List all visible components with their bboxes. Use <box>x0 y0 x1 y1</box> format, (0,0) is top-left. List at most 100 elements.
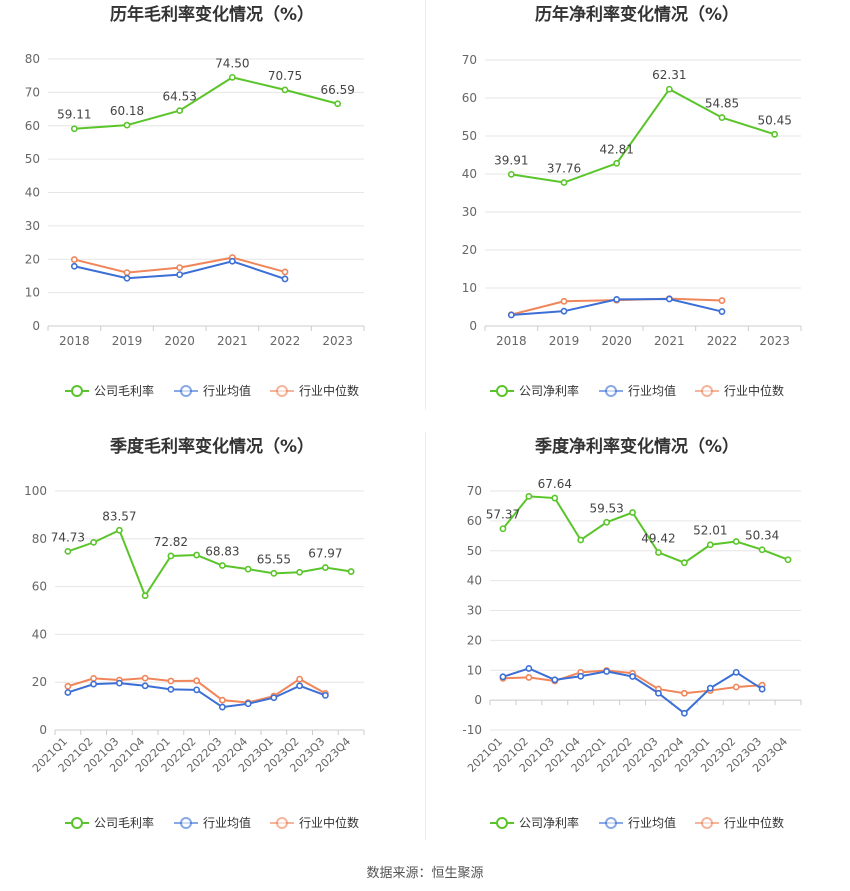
data-label: 50.45 <box>757 113 791 127</box>
data-source-footer: 数据来源：恒生聚源 <box>366 866 484 881</box>
x-tick-label: 2019 <box>549 334 580 348</box>
data-point <box>167 685 175 693</box>
y-tick-label: 60 <box>32 580 47 594</box>
legend-marker-icon <box>701 817 713 829</box>
legend-label: 行业中位数 <box>724 815 784 830</box>
data-point <box>347 568 355 575</box>
data-label: 72.82 <box>154 535 188 549</box>
legend-label: 行业中位数 <box>299 383 359 398</box>
data-point <box>680 559 688 567</box>
legend-marker-icon <box>180 817 192 829</box>
data-point <box>655 689 662 697</box>
data-point <box>499 673 507 681</box>
data-point <box>70 125 78 133</box>
data-point <box>90 674 98 682</box>
data-point <box>218 696 226 704</box>
chart-title: 季度净利率变化情况（%） <box>535 436 739 457</box>
data-point <box>771 130 779 138</box>
chart-quarterly-gross: 季度毛利率变化情况（%）0204060801002021Q12021Q22021… <box>24 436 365 830</box>
data-point <box>296 682 304 690</box>
data-point <box>141 682 149 690</box>
data-point <box>577 536 585 544</box>
y-tick-label: 0 <box>39 723 47 737</box>
y-tick-label: 0 <box>32 319 40 333</box>
data-label: 60.18 <box>110 104 144 118</box>
data-point <box>603 518 611 526</box>
data-point <box>665 85 673 93</box>
legend-marker-icon <box>605 385 617 397</box>
legend-label: 行业均值 <box>628 383 676 398</box>
data-point <box>706 541 714 549</box>
chart-panel-quarterly-net: 季度净利率变化情况（%） -10 0 10 20 30 40 50 60 70 2021Q1 2021… <box>425 432 850 864</box>
data-point <box>758 546 766 554</box>
chart-annual-gross: 历年毛利率变化情况（%） 0 10 20 30 40 50 60 70 80 2018 2019 202… <box>25 4 365 398</box>
data-point <box>603 668 611 675</box>
x-tick-label: 2023 <box>759 334 790 348</box>
y-tick-label: 60 <box>462 91 477 105</box>
data-point <box>115 679 123 687</box>
legend-label: 公司毛利率 <box>94 815 154 830</box>
y-tick-label: -10 <box>462 723 482 737</box>
data-point <box>123 274 131 282</box>
data-point <box>560 297 568 305</box>
data-point <box>270 569 278 577</box>
y-tick-label: 50 <box>467 544 482 558</box>
y-tick-label: 20 <box>25 252 40 266</box>
data-label: 49.42 <box>641 531 675 545</box>
legend-item: 行业中位数 <box>695 383 784 398</box>
legend-marker-icon <box>276 817 288 829</box>
data-label: 66.59 <box>320 83 354 97</box>
y-tick-label: 30 <box>467 604 482 618</box>
data-point <box>718 308 726 315</box>
data-point <box>718 297 726 304</box>
data-point <box>296 675 304 683</box>
y-tick-label: 10 <box>25 286 40 300</box>
data-point <box>560 307 568 315</box>
chart-panel-quarterly-gross: 季度毛利率变化情况（%） 0 20 40 60 80 100 2021Q1 2021Q2 2021… <box>0 432 425 864</box>
chart-annual-net: 历年净利率变化情况（%） 0 10 20 30 40 50 60 70 2018 2019 2020 2… <box>462 4 802 398</box>
x-tick-label: 2022 <box>270 334 301 348</box>
data-point <box>218 703 226 711</box>
data-point <box>64 689 72 696</box>
data-label: 67.97 <box>308 547 342 561</box>
legend-item: 公司毛利率 <box>65 383 154 398</box>
y-tick-label: 50 <box>25 152 40 166</box>
data-point <box>228 257 236 265</box>
y-tick-label: 20 <box>32 675 47 689</box>
data-point <box>193 551 201 559</box>
data-label: 65.55 <box>257 552 291 566</box>
data-point <box>680 709 688 717</box>
data-point <box>115 526 123 534</box>
data-point <box>167 677 175 685</box>
x-tick-label: 2018 <box>59 334 90 348</box>
chart-panel-annual-net: 历年净利率变化情况（%） 0 10 20 30 40 50 60 70 2018 2019 2020 2… <box>425 0 850 432</box>
data-point <box>141 592 149 600</box>
data-label: 74.73 <box>51 530 85 544</box>
data-point <box>784 556 792 564</box>
chart-quarterly-net: 季度净利率变化情况（%）-100102030405060702021Q12021… <box>462 436 802 830</box>
y-tick-label: 20 <box>462 243 477 257</box>
data-point <box>167 552 175 560</box>
y-tick-label: 70 <box>462 53 477 67</box>
y-tick-label: 0 <box>474 693 482 707</box>
legend-item: 行业均值 <box>174 815 251 830</box>
legend-marker-icon <box>180 385 192 397</box>
legend-item: 行业均值 <box>174 383 251 398</box>
data-point <box>613 295 621 303</box>
data-label: 59.53 <box>589 501 623 515</box>
data-point <box>665 295 673 303</box>
legend-item: 行业均值 <box>599 383 676 398</box>
x-tick-label: 2021 <box>654 334 685 348</box>
legend-label: 行业均值 <box>628 815 676 830</box>
data-point <box>655 549 662 556</box>
legend-label: 行业均值 <box>203 815 251 830</box>
y-tick-label: 20 <box>467 633 482 647</box>
data-point <box>64 547 72 555</box>
data-label: 64.53 <box>162 90 196 104</box>
data-point <box>525 492 533 500</box>
data-point <box>499 525 507 533</box>
data-label: 57.37 <box>486 508 520 522</box>
series-line <box>502 495 789 564</box>
data-point <box>193 686 201 694</box>
legend-label: 公司净利率 <box>519 383 579 398</box>
